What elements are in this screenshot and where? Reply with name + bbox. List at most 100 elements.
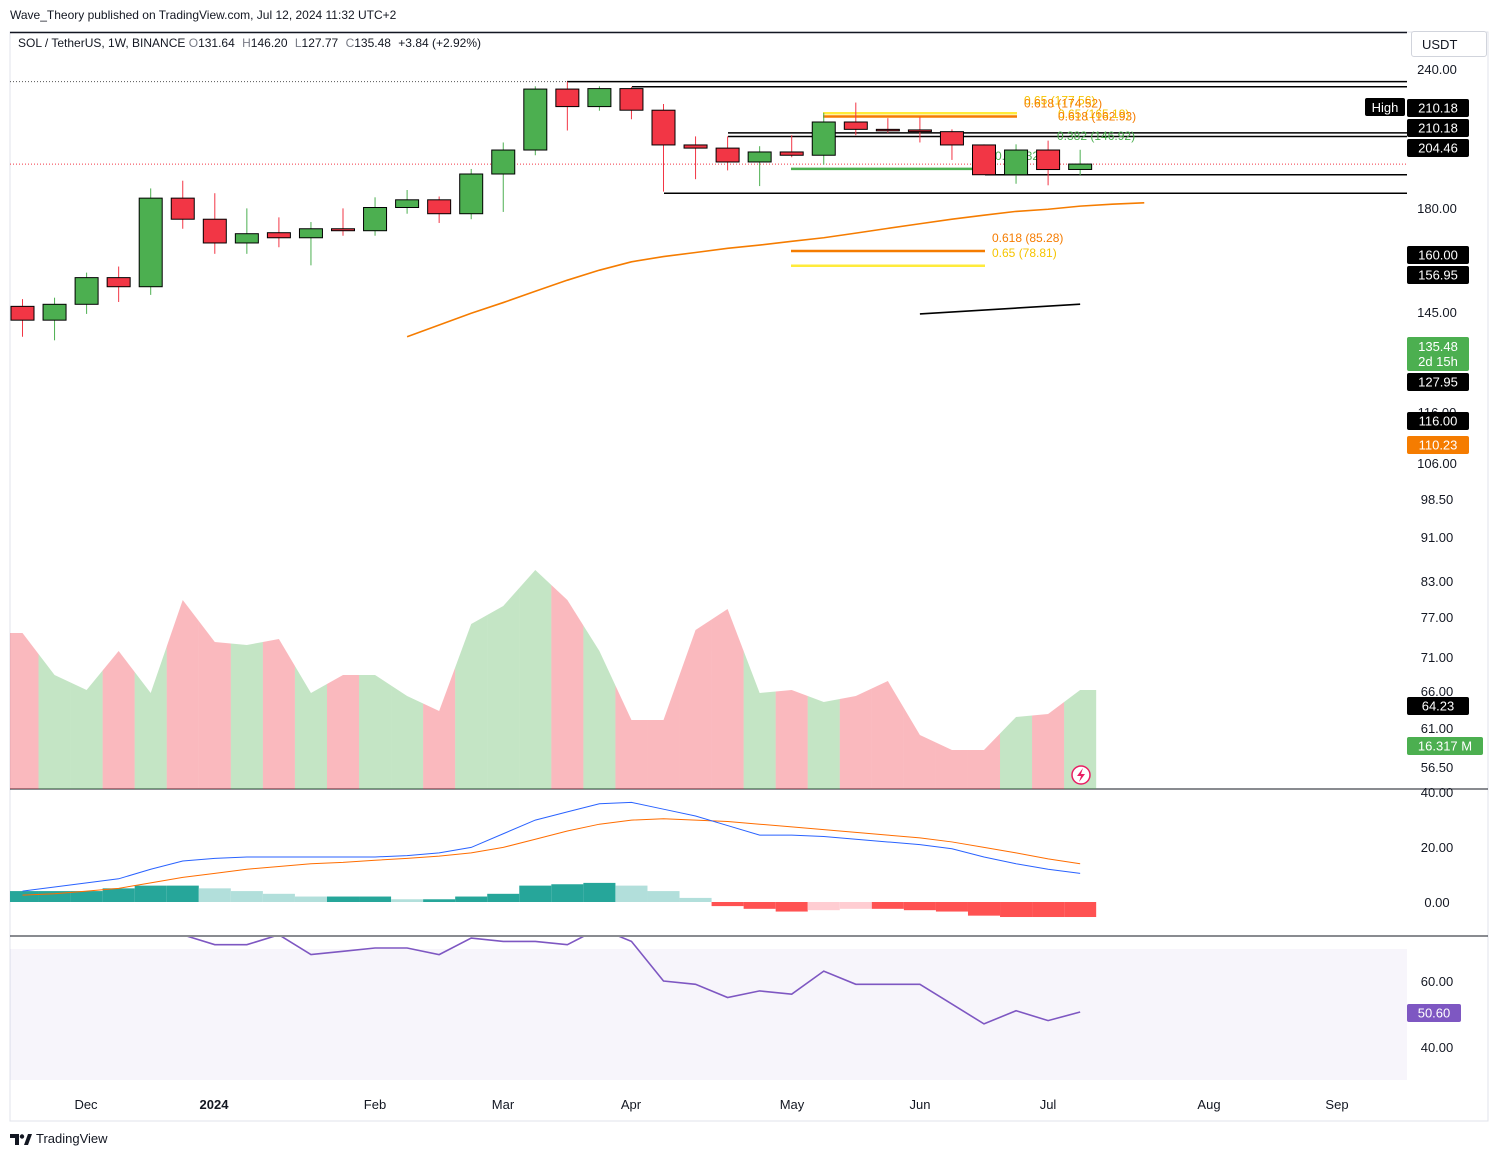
level-price-label: 204.46 [1418,141,1458,156]
time-tick-label: Dec [74,1097,98,1112]
price-tick-label: 91.00 [1421,530,1454,545]
time-tick-label: May [780,1097,805,1112]
volume-bar [70,670,103,789]
trendline [919,303,1081,315]
candle-body [234,233,259,244]
high-marker-bg [1365,98,1405,116]
volume-bar [455,615,488,789]
macd-histogram-bar [711,902,744,907]
volume-bar [871,681,904,789]
fib-level-label: 0.618 (174.52) [1024,97,1102,111]
macd-histogram-bar [70,891,103,902]
candle-body [138,197,163,288]
fib-level-label: 0.618 (85.28) [992,231,1063,245]
volume-bar [615,685,648,789]
alert-lightning-icon[interactable] [1071,765,1091,785]
level-price-label: 156.95 [1418,268,1458,283]
tradingview-branding[interactable]: TradingView [10,1131,108,1146]
ema-line [406,201,1145,338]
volume-bar [647,675,680,789]
rsi-value-label: 50.60 [1418,1006,1451,1021]
volume-bar [198,621,231,789]
level-price-label-bg [1407,373,1469,391]
tradingview-logo-icon [10,1133,32,1145]
fib-level-label: 0.65 (177.56) [1024,93,1095,107]
macd-histogram-bar [1064,902,1097,918]
macd-tick-label: 20.00 [1421,840,1454,855]
close-value: 135.48 [354,36,391,50]
volume-bar [679,619,712,789]
price-tick-label: 83.00 [1421,574,1454,589]
candle-body [106,277,131,288]
macd-histogram-bar [102,888,135,902]
symbol-name[interactable]: SOL / TetherUS, 1W, BINANCE [18,36,186,50]
macd-histogram-bar [10,891,39,902]
countdown-label: 2d 15h [1418,354,1458,369]
fib-level-label: 0.65 (78.81) [992,246,1057,260]
macd-histogram-bar [326,896,360,902]
open-label: O [188,36,199,50]
high-marker-label: High [1372,100,1399,115]
volume-bar [230,642,263,789]
volume-bar [775,690,808,789]
levels-layer [10,80,1407,194]
symbol-legend[interactable]: SOL / TetherUS, 1W, BINANCE O131.64 H146… [18,36,485,50]
macd-tick-label: 0.00 [1424,895,1449,910]
ema-price-label-bg [1407,436,1469,454]
price-tick-label: 145.00 [1417,305,1457,320]
high-value: 146.20 [250,36,288,50]
macd-histogram-bar [903,902,936,911]
time-axis[interactable]: Dec 2024 Feb Mar Apr May Jun Jul Aug Sep [74,1097,1348,1112]
price-tick-label: 66.00 [1421,684,1454,699]
level-price-label-bg [1407,139,1469,157]
macd-histogram-bar [294,896,327,902]
volume-bar [519,570,552,789]
rsi-value-label-bg [1407,1004,1461,1022]
macd-histogram-bar [1032,902,1065,918]
candle-body [1004,149,1029,176]
trendline-price-label-bg [1407,697,1469,715]
macd-signal-line [22,818,1081,896]
candle-body [42,303,67,321]
price-tick-label: 71.00 [1421,650,1454,665]
macd-histogram-bar [839,902,872,909]
macd-histogram-bar [679,897,712,902]
volume-bar [1000,715,1033,789]
last-price-bg [1407,337,1469,371]
price-tick-label: 61.00 [1421,721,1454,736]
macd-histogram-bar [391,899,424,902]
price-tick-label: 240.00 [1417,62,1457,77]
rsi-line [187,937,1081,1025]
candle-body [10,305,35,321]
fib-level-label: 0.618 (162.93) [1058,109,1136,123]
level-price-label: 160.00 [1418,248,1458,263]
level-price-label-bg [1407,266,1469,284]
rsi-tick-label: 60.00 [1421,974,1454,989]
volume-bar [1032,702,1065,789]
candle-body [170,197,195,220]
currency-button[interactable]: USDT [1411,31,1487,57]
macd-histogram-bar [166,885,199,902]
price-axis[interactable]: 240.00 180.00 145.00 116.00 106.00 98.50 91.00… [1417,62,1457,1055]
candle-body [555,88,580,108]
macd-histogram-bar [455,896,488,902]
macd-histogram-bar [743,902,776,909]
volume-bar [10,633,39,789]
macd-histogram-bar [647,891,680,902]
candle-body [74,277,99,305]
candles-layer[interactable] [10,81,1093,341]
macd-histogram-bar [871,902,904,909]
high-label: H [242,36,251,50]
change-value: +3.84 (+2.92%) [398,36,482,50]
candle-body [651,109,676,146]
axis-price-labels: High 210.18 210.18 204.46 160.00 156.95 127.95… [1365,98,1483,1022]
candle-body [331,228,355,232]
candle-body [491,149,516,175]
volume-bar [743,651,776,789]
time-tick-label: Mar [492,1097,515,1112]
candle-body [395,199,420,209]
low-value: 127.77 [301,36,339,50]
volume-ma-label-bg [1407,737,1483,755]
level-price-label-bg [1407,246,1469,264]
